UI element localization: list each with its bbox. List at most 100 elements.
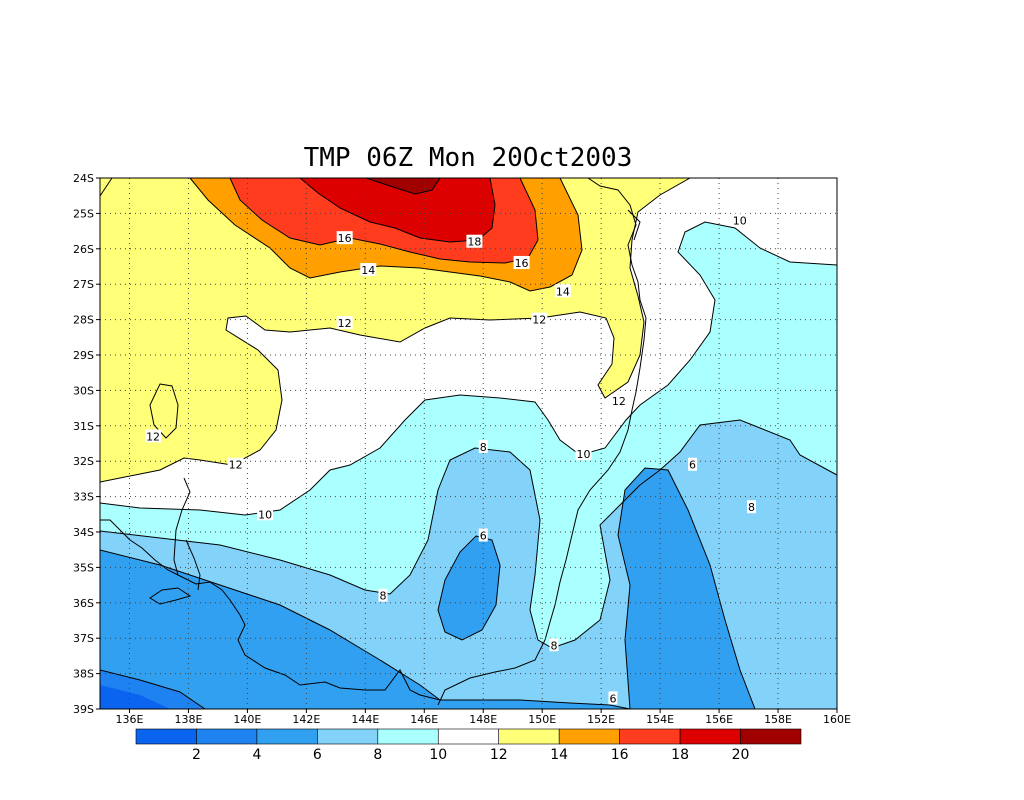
lat-tick-label: 36S — [73, 597, 94, 610]
contour-label-text: 6 — [609, 692, 616, 705]
band-12-14-island — [149, 383, 179, 439]
contour-label-text: 6 — [480, 530, 487, 543]
lon-tick-label: 154E — [646, 713, 674, 726]
colorbar-swatch — [317, 728, 379, 745]
lon-tick-label: 148E — [469, 713, 497, 726]
colorbar-swatch — [437, 728, 500, 745]
contour-label: 12 — [336, 316, 353, 330]
longitude-axis: 136E 138E 140E 142E 144E 146E 148E 150E 152E 154E… — [116, 709, 851, 726]
contour-label-bg — [227, 457, 244, 471]
contour-label-bg — [378, 588, 388, 602]
contour-label-text: 8 — [748, 501, 755, 514]
contour-label-bg — [478, 528, 488, 542]
colorbar-tick-label: 6 — [313, 747, 322, 763]
contour-label-bg — [360, 263, 377, 277]
contour-label: 8 — [378, 588, 388, 603]
colorbar-swatch — [679, 728, 741, 745]
contour-label-bg — [575, 447, 592, 461]
contour-label-bg — [531, 312, 548, 326]
lat-tick-label: 33S — [73, 491, 94, 504]
contour-label: 10 — [731, 213, 748, 227]
lon-tick-label: 146E — [410, 713, 438, 726]
contour-label-text: 8 — [550, 639, 557, 652]
contour-label: 12 — [531, 312, 548, 327]
contour-label-text: 14 — [361, 264, 375, 277]
contour-label-bg — [336, 231, 353, 245]
lat-tick-label: 28S — [73, 314, 94, 327]
colorbar-swatch — [740, 728, 802, 745]
contour-label-text: 10 — [576, 448, 590, 461]
map-grid — [100, 178, 837, 709]
contour-label: 6 — [478, 528, 488, 543]
lat-tick-label: 30S — [73, 384, 94, 397]
contour-label: 6 — [688, 457, 698, 472]
lon-tick-label: 160E — [823, 713, 851, 726]
latitude-axis: 24S 25S 26S 27S 28S 29S 30S 31S 32S 33S 34S 35S 36S 3… — [73, 172, 100, 716]
contour-label-text: 16 — [338, 232, 352, 245]
contour-label-text: 12 — [532, 314, 546, 327]
lat-tick-label: 24S — [73, 172, 94, 185]
colorbar-tick-label: 18 — [671, 747, 689, 763]
contour-label: 18 — [466, 234, 483, 249]
colorbar-swatch — [498, 728, 560, 745]
contour-label: 16 — [513, 255, 530, 270]
lon-tick-label: 136E — [116, 713, 144, 726]
band-0-2 — [100, 685, 170, 709]
colorbar-tick-label: 20 — [732, 747, 750, 763]
lat-tick-label: 25S — [73, 207, 94, 220]
coastline — [100, 178, 647, 706]
lon-tick-label: 156E — [705, 713, 733, 726]
contour-label: 6 — [608, 691, 618, 705]
contour-label-bg — [549, 638, 559, 652]
contour-label: 10 — [575, 447, 592, 461]
contour-label: 10 — [257, 507, 274, 521]
contour-label: 12 — [227, 457, 244, 472]
lat-tick-label: 31S — [73, 420, 94, 433]
colorbar-tick-label: 16 — [611, 747, 629, 763]
contour-label-bg — [478, 440, 488, 454]
colorbar-tick-label: 8 — [373, 747, 382, 763]
contour-labels: 18 16 16 14 14 12 12 12 12 12 10 10 10 8 8 8 8 6 6 6 — [145, 213, 757, 705]
contour-label-text: 12 — [612, 395, 626, 408]
contour-label-bg — [466, 234, 483, 248]
contour-label-text: 16 — [515, 257, 529, 270]
lon-tick-label: 142E — [292, 713, 320, 726]
colorbar-swatch — [256, 728, 318, 745]
contour-label: 16 — [336, 231, 353, 245]
contour-label: 14 — [554, 284, 571, 298]
contour-label-text: 6 — [689, 459, 696, 472]
lat-tick-label: 39S — [73, 703, 94, 716]
contour-label: 8 — [747, 500, 757, 514]
contour-label-bg — [608, 691, 618, 705]
contour-label-text: 12 — [338, 317, 352, 330]
colorbar-tick-label: 4 — [252, 747, 261, 763]
contour-label-bg — [747, 500, 757, 514]
map-frame — [99, 177, 838, 710]
contour-label-text: 18 — [467, 236, 481, 249]
lat-tick-label: 26S — [73, 243, 94, 256]
colorbar: 2 4 6 8 10 12 14 16 18 20 — [135, 728, 802, 763]
lon-tick-label: 152E — [587, 713, 615, 726]
lon-tick-label: 150E — [528, 713, 556, 726]
lat-tick-label: 29S — [73, 349, 94, 362]
colorbar-tick-label: 2 — [192, 747, 201, 763]
lon-tick-label: 140E — [233, 713, 261, 726]
contour-label-text: 8 — [380, 590, 387, 603]
colorbar-swatch — [619, 728, 681, 745]
colorbar-tick-label: 14 — [550, 747, 568, 763]
contour-label-bg — [336, 316, 353, 330]
band-18-20 — [300, 178, 495, 242]
contour-label: 14 — [360, 263, 377, 277]
band-4-6-east — [618, 468, 755, 709]
contour-label-text: 10 — [733, 214, 747, 227]
lat-tick-label: 27S — [73, 278, 94, 291]
contour-label-bg — [610, 394, 627, 408]
contour-label-bg — [731, 213, 748, 227]
colorbar-swatch — [558, 728, 620, 745]
map-area: 18 16 16 14 14 12 12 12 12 12 10 10 10 8 8 8 8 6 6 6 — [100, 178, 837, 709]
map-title: TMP 06Z Mon 20Oct2003 — [304, 143, 633, 173]
colorbar-swatch — [377, 728, 439, 745]
contour-lines — [100, 178, 837, 709]
contour-label-text: 8 — [480, 441, 487, 454]
